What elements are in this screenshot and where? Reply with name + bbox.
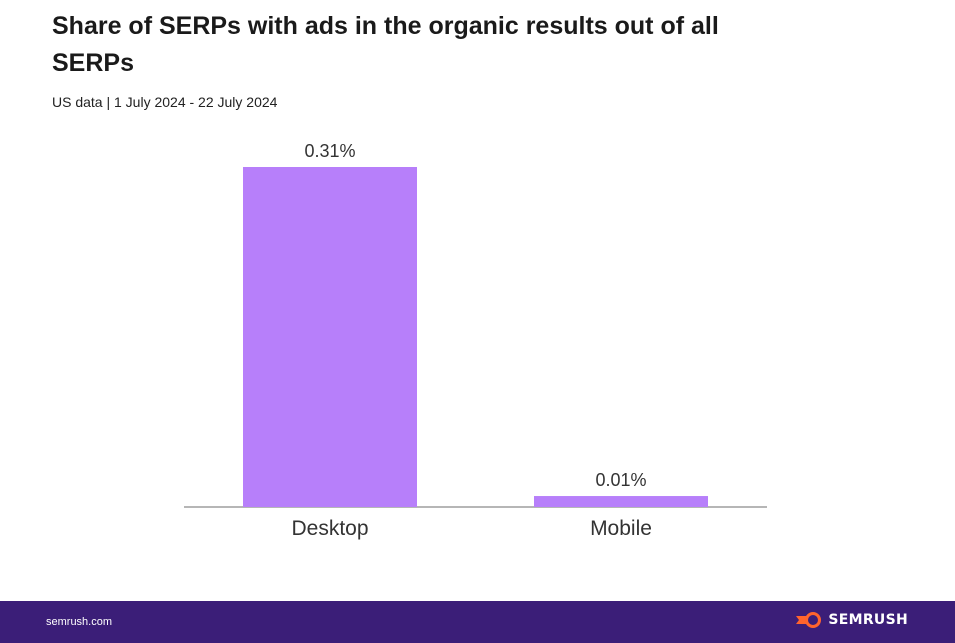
chart-title: Share of SERPs with ads in the organic r… (52, 12, 719, 77)
category-label-mobile: Mobile (590, 517, 652, 540)
brand-name: SEMRUSH (828, 612, 908, 628)
flame-logo-icon (796, 612, 822, 628)
chart-subtitle: US data | 1 July 2024 - 22 July 2024 (52, 94, 278, 110)
bar-mobile (534, 496, 708, 507)
category-label-desktop: Desktop (291, 517, 368, 540)
footer-domain: semrush.com (46, 616, 113, 628)
data-label-mobile: 0.01% (595, 470, 646, 490)
brand-logo: SEMRUSH (796, 612, 908, 628)
bar-desktop (243, 167, 417, 507)
data-label-desktop: 0.31% (304, 141, 355, 161)
footer-bar: semrush.com SEMRUSH (0, 601, 955, 643)
bar-chart: 0.31% Desktop 0.01% Mobile (184, 141, 767, 540)
